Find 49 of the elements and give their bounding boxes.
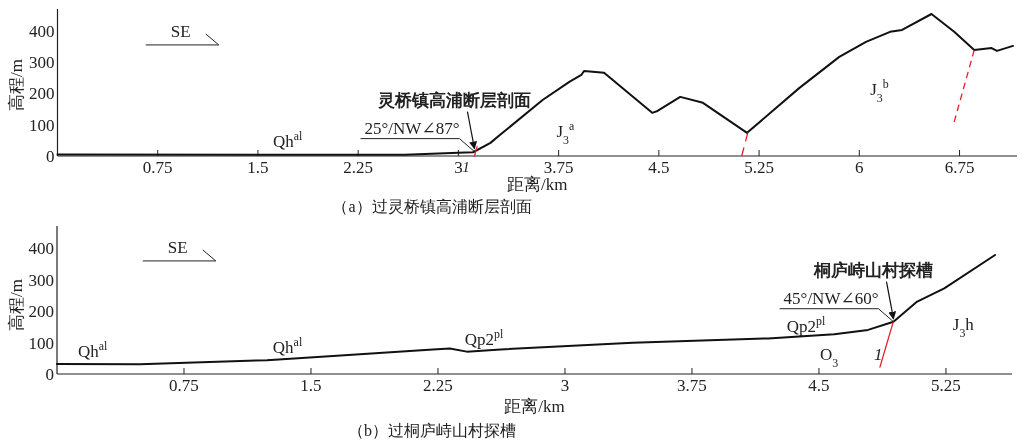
annotation: J$_{3}$h (952, 315, 975, 341)
text: （a）过灵桥镇高浦断层剖面 (332, 198, 532, 215)
annotation: 1 (873, 345, 883, 365)
y-tick-label: 200 (28, 302, 54, 322)
y-tick-label: 400 (28, 239, 54, 259)
x-tick-label: 1.5 (300, 376, 322, 395)
x-tick-label: 4.5 (648, 158, 670, 177)
text: （b）过桐庐峙山村探槽 (348, 422, 516, 439)
y-tick-label: 100 (29, 115, 55, 135)
line-series (56, 13, 1014, 156)
y-tick-label: 300 (29, 53, 55, 73)
annotation: 25°/NW∠87° (364, 118, 460, 138)
x-tick-label: 3 (454, 158, 463, 177)
annotation: Qp2$^{pl}$ (786, 314, 827, 337)
annotation: 1 (462, 159, 470, 175)
x-tick-label: 1.5 (247, 158, 269, 177)
annotation: O$_{3}$ (820, 344, 839, 370)
x-tick-label: 3.75 (543, 158, 574, 177)
x-axis-title: 距离/km (504, 397, 565, 416)
x-tick-label: 2.25 (343, 158, 374, 177)
annotation: 灵桥镇高浦断层剖面 (377, 90, 531, 110)
y-tick-label: 400 (29, 21, 55, 41)
annotation: Qh$^{al}$ (272, 129, 303, 152)
line-series (56, 253, 997, 366)
y-tick-label: 100 (28, 333, 54, 353)
y-tick-label: 0 (46, 147, 55, 166)
x-axis-title: 距离/km (507, 175, 568, 194)
y-tick-label: 300 (28, 270, 54, 290)
x-tick-label: 4.5 (808, 376, 830, 395)
x-tick-label: 0.75 (169, 376, 199, 395)
annotation: 桐庐峙山村探槽 (812, 260, 933, 280)
x-tick-label: 6.75 (944, 158, 975, 177)
x-tick-label: 3 (560, 376, 570, 395)
y-axis-title: 高程/m (7, 59, 26, 111)
y-axis-title: 高程/m (7, 279, 26, 331)
y-tick-label: 0 (45, 365, 54, 384)
annotation: Qh$^{al}$ (272, 334, 303, 357)
x-tick-label: 0.75 (142, 158, 173, 177)
x-tick-label: 5.25 (744, 158, 774, 177)
annotation: Qp2$^{pl}$ (464, 326, 505, 349)
annotation: SE (167, 237, 188, 257)
x-tick-label: 3.75 (677, 376, 707, 395)
annotation: SE (170, 21, 191, 41)
x-tick-label: 2.25 (423, 376, 453, 395)
x-tick-label: 5.25 (931, 376, 961, 395)
annotation: 45°/NW∠60° (783, 288, 879, 308)
annotation: Qh$^{al}$ (78, 338, 109, 361)
y-tick-label: 200 (29, 84, 55, 104)
x-tick-label: 6 (855, 158, 864, 177)
